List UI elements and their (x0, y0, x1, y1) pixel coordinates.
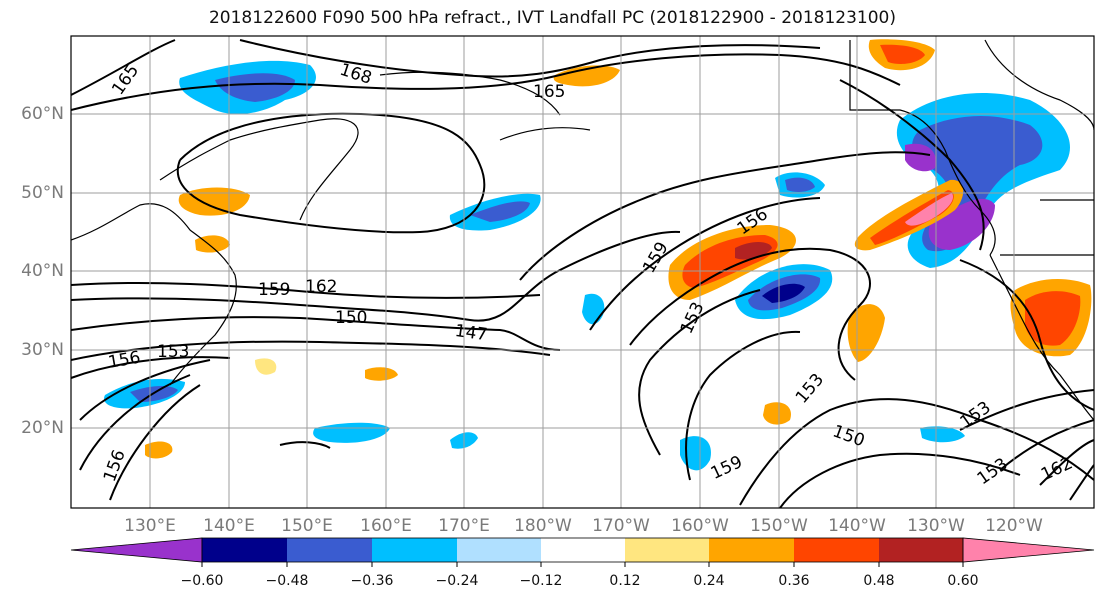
coastlines (71, 39, 1094, 421)
colorbar-swatch (287, 538, 372, 562)
colorbar-tick-label: 0.48 (863, 573, 895, 589)
colorbar-extend-low (70, 537, 203, 563)
lon-label: 150°W (750, 516, 808, 536)
colorbar-tick-label: −0.48 (265, 573, 309, 589)
colorbar-swatch (879, 538, 963, 562)
contour-label: 165 (533, 82, 565, 102)
lon-label: 140°W (828, 516, 886, 536)
map-frame (70, 35, 1095, 509)
graticule (71, 36, 1094, 508)
colorbar-tick-label: 0.24 (693, 573, 725, 589)
lon-label: 140°E (203, 516, 255, 536)
colorbar-swatch (625, 538, 709, 562)
contour-label: 150 (335, 308, 367, 328)
lat-label: 40°N (21, 261, 64, 281)
lon-label: 130°W (907, 516, 965, 536)
lat-label: 50°N (21, 183, 64, 203)
colorbar-tick-label: 0.60 (947, 573, 979, 589)
lon-label: 170°W (592, 516, 650, 536)
colorbar-tick-label: −0.24 (435, 573, 479, 589)
lon-label: 150°E (281, 516, 333, 536)
contour-label: 153 (157, 342, 189, 362)
lat-label: 60°N (21, 104, 64, 124)
colorbar-tick-label: 0.36 (778, 573, 810, 589)
colorbar-swatch (202, 538, 287, 562)
colorbar (70, 537, 1095, 567)
colorbar-extend-high (962, 537, 1095, 563)
lon-label: 130°E (124, 516, 176, 536)
lon-label: 120°W (985, 516, 1043, 536)
lat-label: 30°N (21, 340, 64, 360)
map-title: 2018122600 F090 500 hPa refract., IVT La… (208, 8, 896, 28)
contour-label: 147 (454, 321, 489, 345)
colorbar-tick-label: −0.60 (180, 573, 224, 589)
lon-label: 160°W (671, 516, 729, 536)
colorbar-tick-label: −0.12 (519, 573, 563, 589)
map-plot-area: 168 165 165 162 159 156 153 150 147 159 … (71, 36, 1094, 508)
lon-label: 170°E (438, 516, 490, 536)
lon-label: 160°E (360, 516, 412, 536)
colorbar-tick-label: 0.12 (609, 573, 641, 589)
colorbar-tick-label: −0.36 (350, 573, 394, 589)
colorbar-swatch (709, 538, 794, 562)
colorbar-swatch (372, 538, 457, 562)
lon-label: 180°W (514, 516, 572, 536)
contour-label: 162 (305, 277, 337, 297)
colorbar-swatch (457, 538, 541, 562)
colorbar-swatch (794, 538, 879, 562)
colorbar-swatch (541, 538, 625, 562)
lat-label: 20°N (21, 418, 64, 438)
refractivity-contours (71, 39, 1094, 508)
contour-label: 159 (258, 280, 290, 300)
